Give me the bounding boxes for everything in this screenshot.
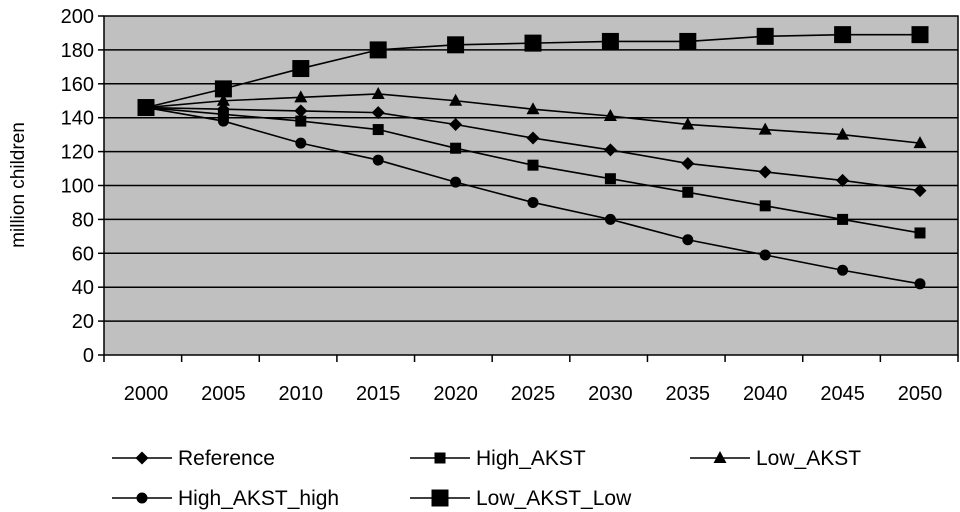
legend-marker: [713, 451, 727, 463]
data-point: [371, 86, 385, 99]
x-tick-label: 2050: [898, 383, 943, 405]
data-point: [450, 176, 462, 188]
data-point: [369, 41, 387, 59]
legend-marker: [434, 452, 446, 464]
data-point: [294, 104, 308, 118]
data-point: [836, 127, 850, 140]
data-point: [682, 234, 694, 246]
legend-marker: [136, 492, 148, 504]
x-tick-label: 2030: [588, 383, 633, 405]
data-point: [759, 249, 771, 261]
data-point: [524, 34, 542, 52]
data-point: [217, 108, 229, 120]
data-point: [681, 117, 695, 130]
x-tick-label: 2035: [666, 383, 711, 405]
data-point: [914, 227, 926, 239]
data-point: [295, 115, 307, 127]
data-point: [836, 173, 850, 187]
data-point: [214, 80, 232, 98]
x-tick-label: 2045: [820, 383, 865, 405]
data-point: [756, 27, 774, 45]
data-point: [527, 159, 539, 171]
legend-label: High_AKST_high: [178, 487, 339, 510]
data-point: [217, 115, 229, 127]
y-tick-label: 120: [61, 142, 94, 164]
data-point: [526, 131, 540, 145]
legend-item-high-akst-high: High_AKST_high: [112, 487, 339, 510]
series-group: [137, 26, 929, 290]
data-point: [372, 154, 384, 166]
data-point: [759, 200, 771, 212]
series-low-akst: [139, 86, 927, 149]
data-point: [913, 136, 927, 149]
data-point: [758, 122, 772, 135]
x-tick-label: 2005: [201, 383, 246, 405]
data-point: [449, 117, 463, 131]
data-point: [682, 186, 694, 198]
y-tick-label: 60: [72, 243, 94, 265]
x-tick-label: 2010: [279, 383, 324, 405]
data-point: [758, 165, 772, 179]
data-point: [679, 32, 697, 50]
data-point: [294, 90, 308, 103]
data-point: [601, 32, 619, 50]
x-tick-label: 2040: [743, 383, 788, 405]
data-point: [837, 213, 849, 225]
x-tick-label: 2020: [433, 383, 478, 405]
legend-label: High_AKST: [476, 447, 586, 470]
y-tick-label: 180: [61, 40, 94, 62]
legend-item-reference: Reference: [112, 447, 275, 470]
data-point: [604, 173, 616, 185]
legend-label: Low_AKST_Low: [476, 487, 632, 510]
data-point: [603, 109, 617, 122]
data-point: [216, 93, 230, 106]
legend-marker: [431, 489, 449, 507]
data-point: [913, 184, 927, 198]
y-tick-label: 160: [61, 74, 94, 96]
y-tick-label: 0: [83, 345, 94, 367]
y-axis-title: million children: [8, 122, 29, 248]
y-tick-label: 140: [61, 108, 94, 130]
data-point: [447, 36, 465, 54]
data-point: [603, 143, 617, 157]
y-axis-ticks: 0 20 40 60 80 100 120 140 160 180 200: [61, 6, 104, 367]
legend: Reference High_AKST Low_AKST High_AKST_high…: [112, 447, 861, 510]
data-point: [449, 93, 463, 106]
y-tick-label: 80: [72, 209, 94, 231]
legend-item-low-akst: Low_AKST: [690, 447, 861, 470]
data-point: [604, 213, 616, 225]
data-point: [834, 26, 852, 44]
legend-item-high-akst: High_AKST: [410, 447, 586, 470]
data-point: [372, 124, 384, 136]
data-point: [527, 196, 539, 208]
legend-item-low-akst-low: Low_AKST_Low: [410, 487, 632, 510]
legend-label: Reference: [178, 447, 275, 470]
data-point: [292, 60, 310, 78]
x-tick-label: 2015: [356, 383, 401, 405]
x-tick-label: 2025: [511, 383, 556, 405]
data-point: [295, 137, 307, 149]
data-point: [914, 278, 926, 290]
data-point: [371, 106, 385, 120]
data-point: [837, 264, 849, 276]
series-low-akst-low: [137, 26, 929, 117]
data-point: [911, 26, 929, 44]
data-point: [526, 102, 540, 115]
data-point: [137, 99, 155, 117]
y-tick-label: 200: [61, 6, 94, 28]
data-point: [681, 156, 695, 170]
y-tick-label: 40: [72, 277, 94, 299]
x-axis-ticks: 2000 2005 2010 2015 2020 2025 2030 2035 2040 2045…: [103, 355, 959, 405]
y-tick-label: 20: [72, 311, 94, 333]
y-tick-label: 100: [61, 176, 94, 198]
data-point: [450, 142, 462, 154]
x-tick-label: 2000: [124, 383, 169, 405]
legend-label: Low_AKST: [756, 447, 861, 470]
legend-marker: [135, 451, 149, 465]
